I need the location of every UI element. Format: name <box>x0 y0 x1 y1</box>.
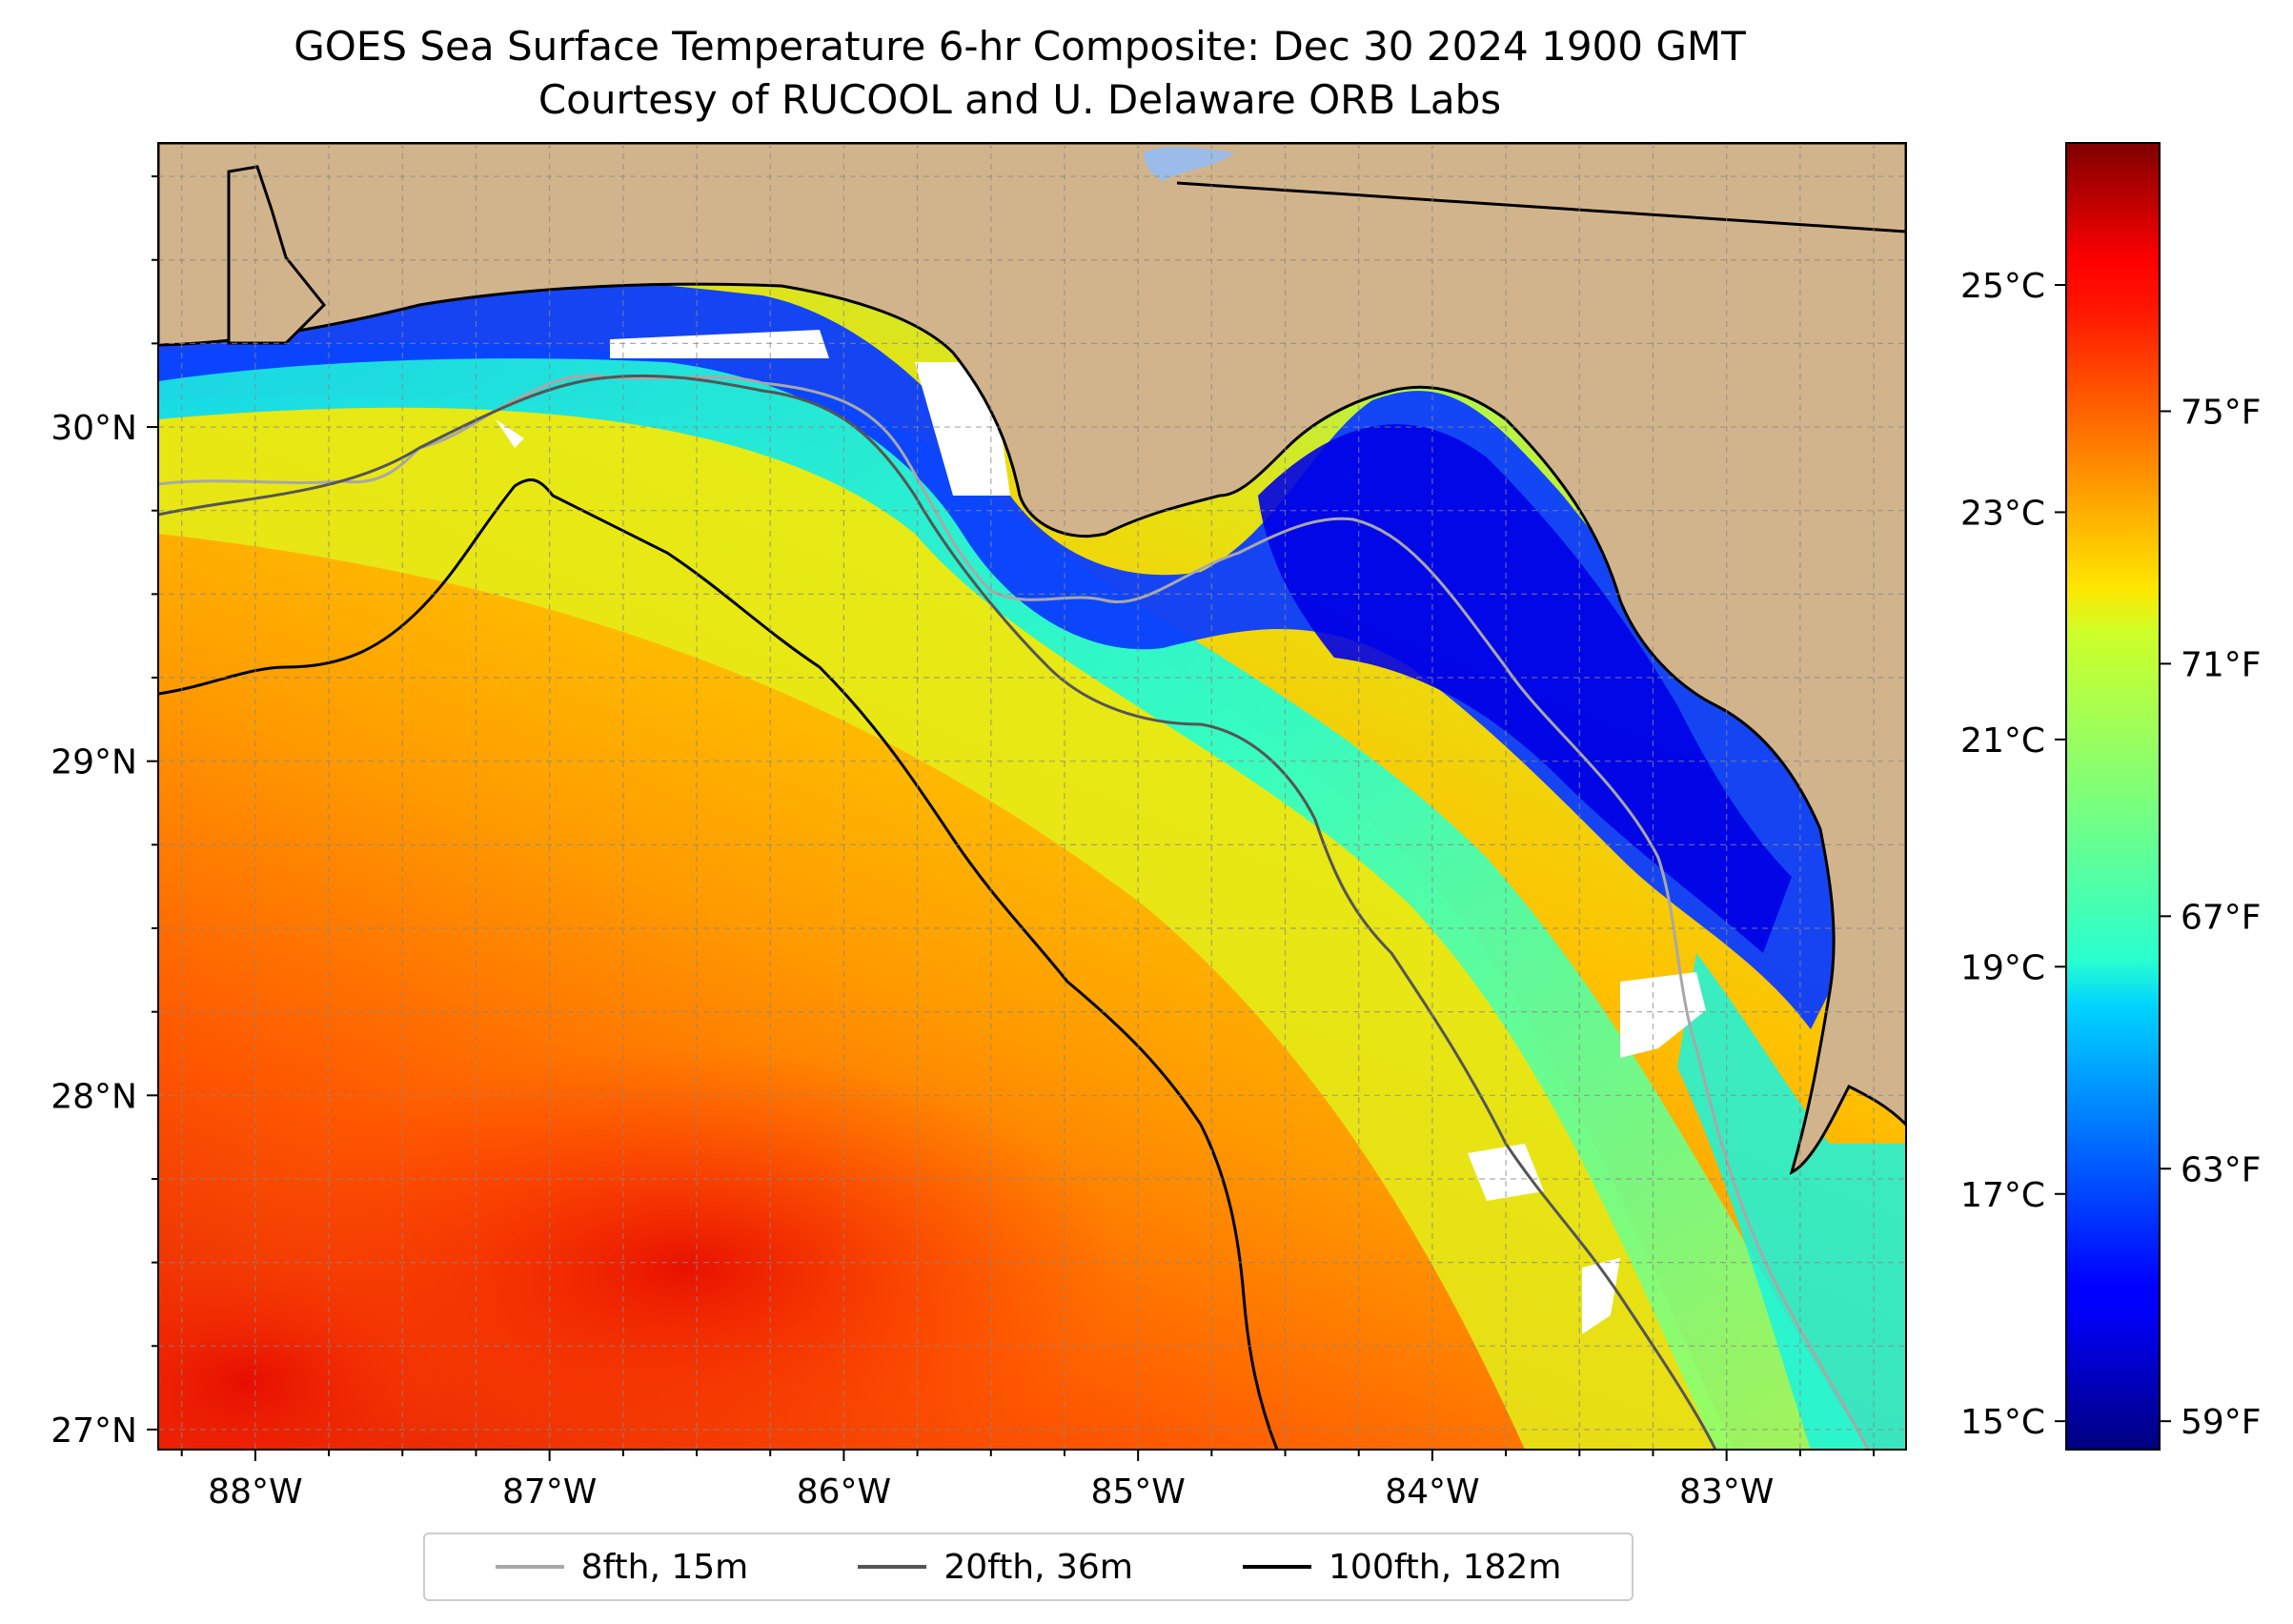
fahrenheit-tick-label: 75°F <box>2181 393 2262 432</box>
celsius-tick-label: 23°C <box>1960 494 2045 533</box>
no-data-patches <box>496 330 1706 1334</box>
map-title: GOES Sea Surface Temperature 6-hr Compos… <box>294 23 1746 70</box>
legend-swatch <box>858 1565 927 1569</box>
warm-core <box>248 1048 1125 1450</box>
state-boundary <box>1176 181 1906 233</box>
colorbar-celsius-axis: 25°C 23°C 21°C 19°C 17°C 15°C <box>1960 267 2066 1442</box>
lat-tick-label: 27°N <box>51 1411 137 1451</box>
celsius-tick-label: 17°C <box>1960 1176 2045 1215</box>
colorbar <box>2065 142 2161 1451</box>
colorbar-fahrenheit-axis: 75°F 71°F 67°F 63°F 59°F <box>2160 393 2262 1442</box>
legend-swatch <box>1243 1565 1312 1569</box>
map-frame <box>157 142 1907 1451</box>
gridlines <box>158 143 1906 1450</box>
isobath-100fth <box>158 477 1279 1450</box>
isobath-legend: 8fth, 15m 20fth, 36m 100fth, 182m <box>423 1533 1634 1601</box>
legend-swatch <box>495 1565 564 1569</box>
lat-tick-label: 30°N <box>51 409 137 448</box>
coldest-water-bigbend <box>1258 424 1792 953</box>
fahrenheit-tick-label: 63°F <box>2181 1150 2262 1189</box>
legend-label: 100fth, 182m <box>1329 1547 1562 1587</box>
mid-shelf-band <box>158 395 1735 1450</box>
celsius-tick-label: 21°C <box>1960 721 2045 761</box>
legend-label: 20fth, 36m <box>944 1547 1133 1587</box>
fahrenheit-tick-label: 71°F <box>2181 645 2262 684</box>
legend-item-100fth: 100fth, 182m <box>1243 1548 1561 1587</box>
lon-tick-label: 85°W <box>1090 1472 1185 1512</box>
lat-tick-label: 28°N <box>51 1077 137 1116</box>
lon-tick-label: 84°W <box>1385 1472 1479 1512</box>
celsius-tick-label: 15°C <box>1960 1403 2045 1442</box>
fahrenheit-tick-label: 59°F <box>2181 1403 2262 1442</box>
legend-label: 8fth, 15m <box>580 1547 749 1587</box>
map-panel[interactable] <box>38 143 1906 1515</box>
legend-item-20fth: 20fth, 36m <box>858 1548 1133 1587</box>
legend-item-8fth: 8fth, 15m <box>495 1547 749 1587</box>
lon-tick-label: 83°W <box>1679 1472 1774 1512</box>
lat-tick-label: 29°N <box>51 743 137 782</box>
lon-tick-label: 87°W <box>502 1472 597 1512</box>
southeast-nearshore <box>1677 953 1906 1450</box>
lon-axis: 88°W 87°W 86°W 85°W 84°W 83°W <box>180 1450 1876 1512</box>
celsius-tick-label: 25°C <box>1960 267 2045 306</box>
celsius-tick-label: 19°C <box>1960 948 2045 987</box>
lon-tick-label: 88°W <box>208 1472 302 1512</box>
lat-axis: 30°N 29°N 28°N 27°N <box>51 175 158 1451</box>
land <box>158 143 1906 1175</box>
lon-tick-label: 86°W <box>797 1472 891 1512</box>
fahrenheit-tick-label: 67°F <box>2181 898 2262 937</box>
warm-corner <box>158 1248 457 1450</box>
map-subtitle: Courtesy of RUCOOL and U. Delaware ORB L… <box>538 76 1502 123</box>
